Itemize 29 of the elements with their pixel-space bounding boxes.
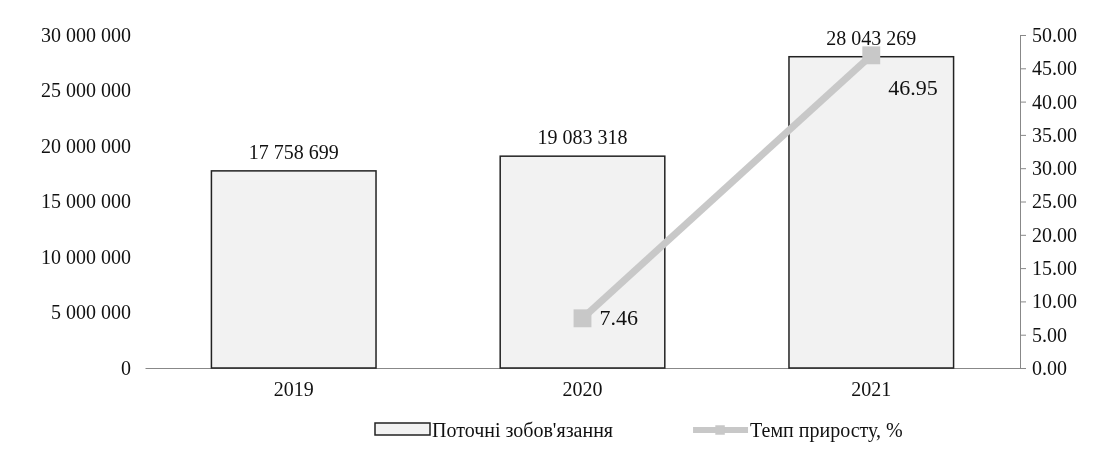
data-label: 7.46 bbox=[599, 305, 638, 331]
y2-tick-label: 15.00 bbox=[1032, 257, 1077, 279]
bar bbox=[210, 170, 377, 369]
y2-tick-label: 25.00 bbox=[1032, 190, 1077, 213]
y-tick-label: 20 000 000 bbox=[41, 134, 131, 157]
y2-tick-label: 5.00 bbox=[1032, 323, 1067, 346]
y-tick-label: 25 000 000 bbox=[41, 79, 131, 102]
y2-tick-label: 45.00 bbox=[1032, 57, 1077, 80]
x-tick-label: 2021 bbox=[851, 378, 892, 401]
x-tick-label: 2020 bbox=[562, 378, 603, 401]
y2-tick-label: 40.00 bbox=[1032, 90, 1077, 113]
x-tick-label: 2019 bbox=[273, 378, 314, 401]
data-label: 28 043 269 bbox=[826, 26, 917, 49]
y-tick-label: 10 000 000 bbox=[41, 245, 131, 268]
y-tick-label: 15 000 000 bbox=[41, 190, 131, 213]
y2-tick-label: 10.00 bbox=[1032, 290, 1077, 313]
data-label: 46.95 bbox=[888, 75, 938, 101]
y-tick-label: 0 bbox=[121, 356, 131, 379]
y2-tick-label: 35.00 bbox=[1032, 123, 1077, 146]
y-tick-label: 30 000 000 bbox=[41, 23, 131, 46]
y2-tick-label: 20.00 bbox=[1032, 223, 1077, 246]
legend-label: Поточні зобов'язання bbox=[432, 419, 614, 441]
y2-tick-label: 50.00 bbox=[1032, 23, 1077, 46]
data-label: 17 758 699 bbox=[248, 140, 339, 163]
y2-tick-label: 0.00 bbox=[1032, 356, 1067, 379]
y2-tick-label: 30.00 bbox=[1032, 157, 1077, 180]
data-label: 19 083 318 bbox=[537, 126, 628, 149]
legend-label: Темп приросту, % bbox=[750, 419, 903, 442]
y-tick-label: 5 000 000 bbox=[51, 301, 131, 324]
